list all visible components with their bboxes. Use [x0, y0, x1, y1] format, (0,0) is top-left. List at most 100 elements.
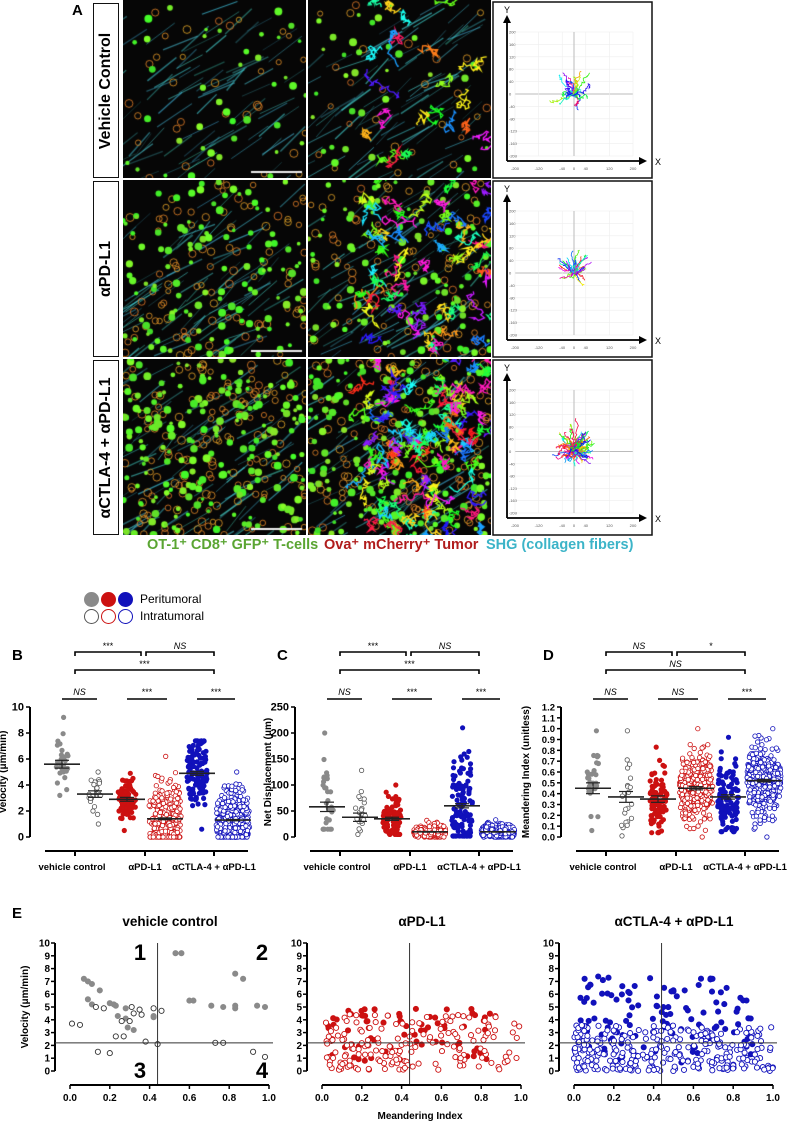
- x-arrow-icon: [639, 336, 647, 344]
- panel-letter: D: [543, 647, 554, 664]
- x-tick-label: 0.0: [567, 1093, 581, 1104]
- data-point: [656, 757, 663, 764]
- data-point: [684, 1058, 691, 1065]
- data-point: [379, 1048, 386, 1055]
- data-point: [658, 786, 664, 793]
- data-point: [441, 823, 447, 829]
- data-point: [330, 1015, 337, 1022]
- cell-track: [561, 271, 575, 280]
- data-point: [701, 816, 708, 822]
- data-point: [599, 990, 606, 997]
- quadrant-label: 3: [134, 1058, 146, 1083]
- y-tick-label: 10: [291, 939, 303, 950]
- data-point: [708, 988, 716, 995]
- data-point: [467, 822, 473, 829]
- data-point: [380, 1019, 387, 1026]
- data-point: [695, 802, 701, 808]
- data-point: [757, 1025, 764, 1032]
- data-point: [215, 824, 221, 830]
- data-point: [722, 1025, 729, 1033]
- data-point: [574, 1059, 581, 1066]
- data-point: [650, 1066, 657, 1073]
- cell-track: [573, 448, 589, 458]
- x-tick-label: 1.0: [514, 1093, 528, 1104]
- data-point: [774, 770, 781, 777]
- data-point: [164, 790, 170, 796]
- data-point: [401, 1031, 408, 1038]
- data-point: [690, 1029, 697, 1036]
- data-point: [76, 1021, 84, 1028]
- y-tick-label: 2: [296, 1041, 302, 1052]
- data-point: [626, 1022, 633, 1029]
- y-tick-label: 4: [296, 1015, 302, 1026]
- data-point: [661, 1049, 668, 1056]
- y-tick-label: 3: [548, 1028, 554, 1039]
- data-point: [778, 785, 784, 791]
- data-point: [625, 789, 632, 795]
- data-point: [189, 796, 195, 802]
- data-point: [717, 1030, 725, 1037]
- data-point: [196, 739, 202, 745]
- track-y-tick-label: 200: [509, 388, 516, 393]
- data-point: [178, 950, 185, 957]
- data-point: [461, 833, 467, 839]
- track-y-tick-label: -40: [509, 461, 516, 466]
- data-point: [226, 798, 232, 805]
- data-point: [688, 803, 694, 809]
- track-x-label: X: [655, 157, 661, 167]
- data-point: [468, 817, 475, 823]
- data-point: [593, 1057, 600, 1064]
- y-tick-label: 250: [271, 702, 289, 714]
- data-point: [393, 800, 399, 806]
- y-tick-label: 100: [271, 780, 289, 792]
- track-x-tick-label: -120: [535, 345, 544, 350]
- data-point: [57, 792, 63, 799]
- data-point: [121, 827, 127, 834]
- data-point: [353, 1019, 360, 1026]
- data-point: [648, 817, 654, 824]
- data-point: [96, 780, 103, 786]
- data-point: [439, 1018, 446, 1025]
- data-point: [660, 781, 666, 788]
- significance-bracket: [676, 651, 746, 656]
- data-point: [655, 807, 661, 813]
- scatter-title: vehicle control: [122, 914, 217, 929]
- data-point: [667, 1056, 674, 1063]
- track-y-tick-label: 160: [509, 221, 516, 226]
- data-point: [626, 761, 633, 767]
- data-point: [716, 1040, 723, 1047]
- data-point: [123, 805, 129, 811]
- data-point: [718, 749, 724, 755]
- track-x-tick-label: -40: [559, 345, 566, 350]
- data-point: [619, 833, 625, 839]
- track-y-label: Y: [504, 184, 510, 194]
- data-point: [771, 805, 778, 812]
- y-tick-label: 0.1: [542, 822, 556, 833]
- data-point: [424, 1024, 432, 1031]
- data-point: [229, 783, 235, 789]
- data-point: [371, 1012, 378, 1019]
- data-point: [754, 1046, 761, 1053]
- data-point: [61, 754, 67, 760]
- group-label: αCTLA-4 + αPD-L1: [172, 862, 256, 873]
- track-x-tick-label: -120: [535, 166, 544, 171]
- scatter-title: αCTLA-4 + αPD-L1: [615, 914, 734, 929]
- data-point: [725, 734, 732, 740]
- data-point: [618, 1036, 625, 1043]
- y-tick-label: 0: [296, 1067, 302, 1078]
- data-point: [455, 792, 461, 798]
- cell-track: [572, 451, 591, 464]
- track-y-tick-label: 200: [509, 209, 516, 214]
- data-point: [324, 1040, 331, 1047]
- data-point: [68, 1020, 76, 1027]
- data-point: [454, 823, 460, 829]
- data-point: [720, 781, 727, 788]
- data-point: [389, 804, 395, 810]
- data-point: [728, 791, 735, 797]
- y-tick-label: 0.6: [542, 768, 555, 779]
- data-point: [689, 754, 695, 761]
- y-tick-label: 1.0: [542, 724, 555, 735]
- data-point: [151, 825, 157, 831]
- data-point: [196, 790, 202, 796]
